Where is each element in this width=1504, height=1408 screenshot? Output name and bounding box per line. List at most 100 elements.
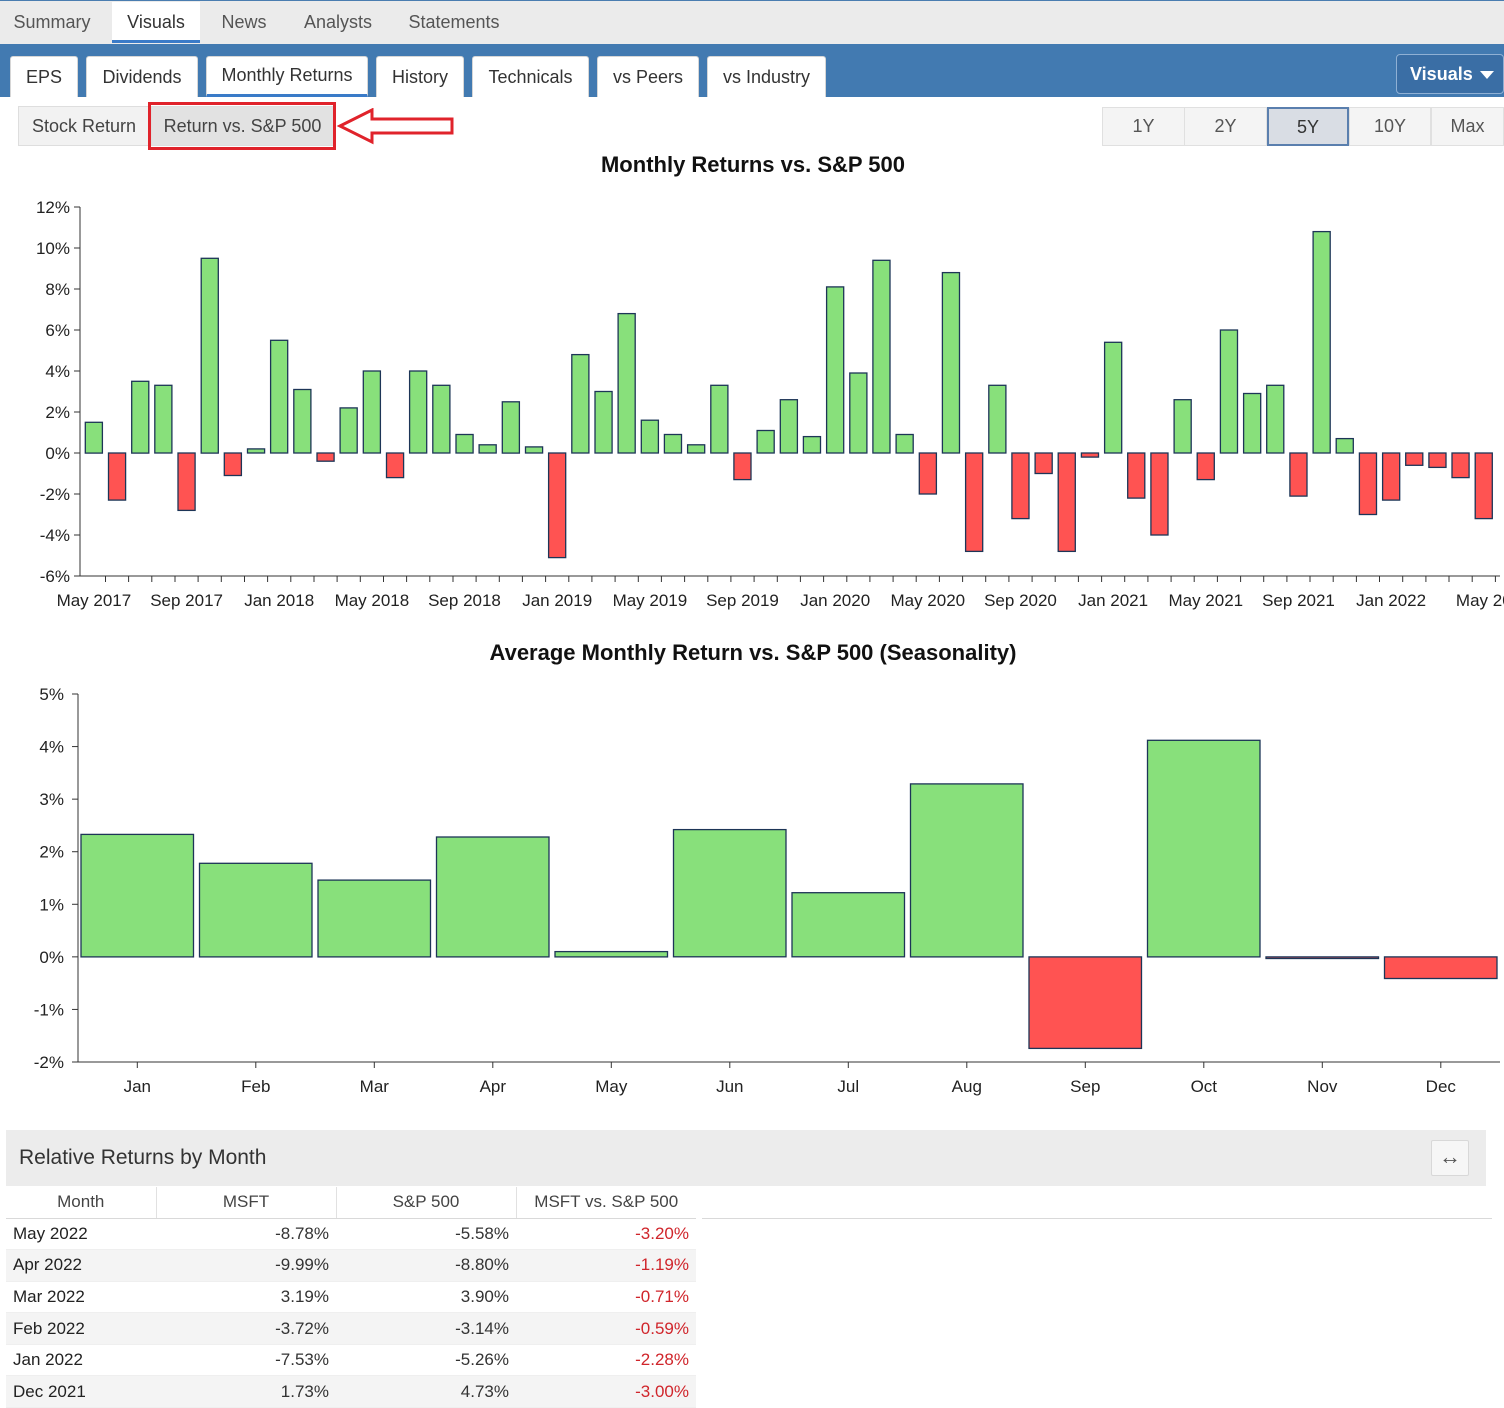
- period-max-button[interactable]: Max: [1431, 107, 1504, 146]
- bar: [1034, 452, 1053, 475]
- bar: [524, 446, 544, 454]
- cell-msft: 1.73%: [156, 1375, 336, 1408]
- bar: [339, 407, 358, 454]
- cell-msft: -9.99%: [156, 1249, 336, 1282]
- bar: [107, 452, 127, 501]
- x-tick-label: Feb: [241, 1077, 270, 1096]
- cell-msft-vs-sp500: -3.20%: [516, 1218, 696, 1251]
- x-tick-label: Sep 2019: [706, 591, 779, 610]
- bar: [918, 452, 938, 495]
- period-5y-button[interactable]: 5Y: [1267, 107, 1349, 146]
- visuals-dropdown-button[interactable]: Visuals: [1396, 54, 1504, 94]
- x-tick-label: Sep 2018: [428, 591, 501, 610]
- x-tick-label: Nov: [1307, 1077, 1338, 1096]
- relative-returns-body: May 2022 -8.78% -5.58% -3.20% Apr 2022 -9.99%…: [6, 1218, 696, 1408]
- chevron-down-icon: [1480, 71, 1494, 79]
- y-tick-label: 4%: [39, 738, 64, 757]
- cell-sp500: -5.26%: [336, 1344, 516, 1377]
- subtab-vs-peers[interactable]: vs Peers: [597, 56, 699, 97]
- bar: [1103, 341, 1123, 454]
- bar: [1080, 452, 1100, 458]
- table-header-divider: [702, 1218, 1492, 1219]
- return-vs-sp500-toggle[interactable]: Return vs. S&P 500: [151, 106, 334, 146]
- x-tick-label: May 2017: [57, 591, 132, 610]
- y-tick-label: 5%: [39, 685, 64, 704]
- expand-icon[interactable]: ↔: [1431, 1140, 1469, 1176]
- bar: [1242, 392, 1262, 454]
- highlight-annotation-box: [148, 102, 336, 150]
- cell-msft: -8.78%: [156, 1218, 336, 1251]
- tab-analysts[interactable]: Analysts: [303, 12, 373, 32]
- bar: [1011, 452, 1030, 520]
- y-tick-label: -4%: [40, 526, 70, 545]
- period-2y-button[interactable]: 2Y: [1184, 107, 1267, 146]
- subtab-eps[interactable]: EPS: [10, 56, 78, 97]
- column-header-msft-vs-sp500[interactable]: MSFT vs. S&P 500: [516, 1187, 696, 1219]
- bar: [1381, 452, 1401, 501]
- bar: [779, 399, 799, 454]
- stock-return-toggle[interactable]: Stock Return: [18, 106, 150, 146]
- x-tick-label: Jan 2019: [522, 591, 592, 610]
- table-header-row: Month MSFT S&P 500 MSFT vs. S&P 500: [6, 1187, 696, 1219]
- bar: [988, 384, 1007, 454]
- x-tick-label: May 2019: [613, 591, 688, 610]
- x-tick-label: Apr: [480, 1077, 507, 1096]
- bar: [849, 372, 868, 454]
- bar: [1265, 956, 1380, 960]
- cell-month: Mar 2022: [6, 1281, 156, 1314]
- y-tick-label: 4%: [45, 362, 70, 381]
- bar: [501, 401, 521, 454]
- cell-msft: -7.53%: [156, 1344, 336, 1377]
- x-tick-label: Jan 2022: [1356, 591, 1426, 610]
- tab-statements[interactable]: Statements: [408, 12, 500, 32]
- bar: [80, 833, 195, 958]
- cell-sp500: -5.58%: [336, 1218, 516, 1251]
- bar: [1196, 452, 1215, 481]
- period-10y-button[interactable]: 10Y: [1349, 107, 1431, 146]
- bar: [1335, 437, 1354, 454]
- subtab-technicals[interactable]: Technicals: [472, 56, 589, 97]
- x-tick-label: May 20: [1456, 591, 1504, 610]
- tab-summary[interactable]: Summary: [13, 12, 91, 32]
- chart-title: Average Monthly Return vs. S&P 500 (Seas…: [490, 640, 1017, 665]
- tab-news[interactable]: News: [221, 12, 267, 32]
- bar: [293, 388, 312, 454]
- bar: [435, 836, 550, 958]
- tab-visuals[interactable]: Visuals: [112, 2, 200, 43]
- x-tick-label: Jul: [837, 1077, 859, 1096]
- cell-msft-vs-sp500: -0.59%: [516, 1312, 696, 1345]
- cell-month: Apr 2022: [6, 1249, 156, 1282]
- bar: [1312, 230, 1331, 454]
- subtab-monthly-returns[interactable]: Monthly Returns: [206, 56, 368, 97]
- column-header-month[interactable]: Month: [6, 1187, 157, 1219]
- subtab-history[interactable]: History: [376, 56, 464, 97]
- table-row: Feb 2022 -3.72% -3.14% -0.59%: [6, 1312, 696, 1345]
- x-tick-label: May 2021: [1168, 591, 1243, 610]
- bar: [686, 444, 706, 454]
- x-tick-label: Jan: [124, 1077, 151, 1096]
- bar: [223, 452, 243, 477]
- subtab-dividends[interactable]: Dividends: [86, 56, 198, 97]
- bar: [895, 433, 914, 454]
- bar: [547, 452, 567, 559]
- y-tick-label: 6%: [45, 321, 70, 340]
- bar: [177, 452, 196, 512]
- column-header-sp500[interactable]: S&P 500: [336, 1187, 517, 1219]
- bar: [756, 429, 775, 454]
- bar: [408, 370, 428, 454]
- bar: [246, 448, 266, 454]
- bar: [872, 259, 891, 454]
- subtab-vs-industry[interactable]: vs Industry: [707, 56, 826, 97]
- bar: [269, 339, 289, 454]
- bar: [640, 419, 660, 454]
- bar: [200, 257, 219, 454]
- bar: [1127, 452, 1146, 499]
- y-tick-label: 12%: [36, 198, 70, 217]
- bar: [1383, 956, 1498, 980]
- cell-msft-vs-sp500: -2.28%: [516, 1344, 696, 1377]
- x-tick-label: May 2020: [890, 591, 965, 610]
- x-tick-label: Jun: [716, 1077, 743, 1096]
- period-1y-button[interactable]: 1Y: [1102, 107, 1185, 146]
- column-header-msft[interactable]: MSFT: [156, 1187, 337, 1219]
- left-arrow-icon: [336, 108, 454, 145]
